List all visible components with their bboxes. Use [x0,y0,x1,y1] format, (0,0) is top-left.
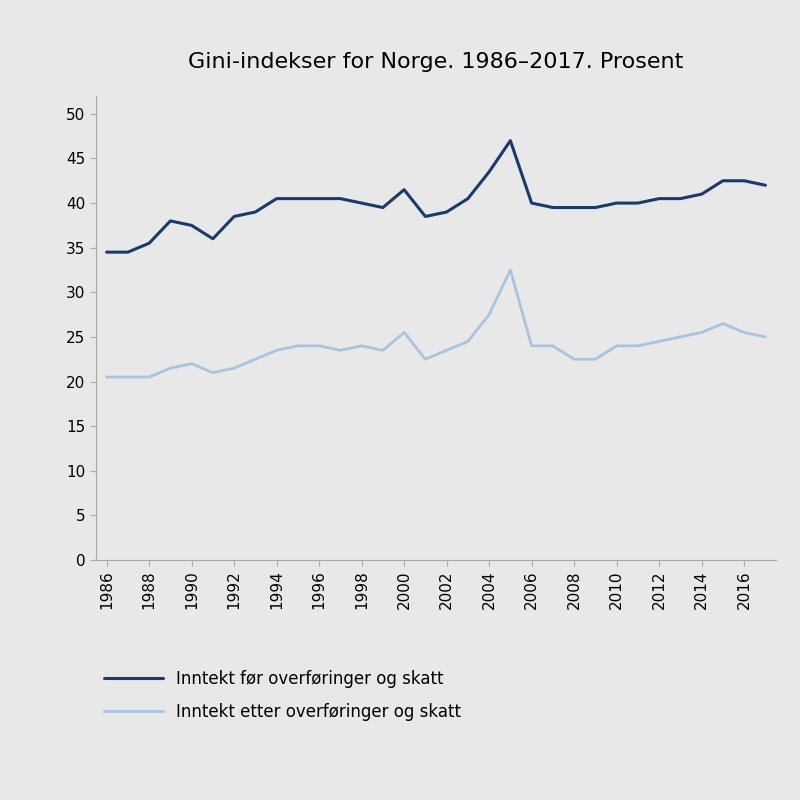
Inntekt etter overføringer og skatt [144,372,154,382]
Inntekt etter overføringer og skatt [506,266,515,275]
Title: Gini-indekser for Norge. 1986–2017. Prosent: Gini-indekser for Norge. 1986–2017. Pros… [188,52,684,72]
Inntekt før overføringer og skatt [739,176,749,186]
Inntekt etter overføringer og skatt [590,354,600,364]
Inntekt før overføringer og skatt [697,190,706,199]
Inntekt etter overføringer og skatt [123,372,133,382]
Inntekt før overføringer og skatt [272,194,282,203]
Inntekt etter overføringer og skatt [442,346,451,355]
Inntekt etter overføringer og skatt [166,363,175,373]
Inntekt etter overføringer og skatt [633,341,642,350]
Inntekt etter overføringer og skatt [272,346,282,355]
Inntekt før overføringer og skatt [102,247,111,257]
Inntekt etter overføringer og skatt [612,341,622,350]
Inntekt før overføringer og skatt [293,194,302,203]
Inntekt etter overføringer og skatt [675,332,685,342]
Inntekt før overføringer og skatt [484,167,494,177]
Inntekt etter overføringer og skatt [335,346,345,355]
Inntekt før overføringer og skatt [527,198,537,208]
Inntekt etter overføringer og skatt [527,341,537,350]
Inntekt etter overføringer og skatt [463,337,473,346]
Inntekt før overføringer og skatt [654,194,664,203]
Inntekt før overføringer og skatt [675,194,685,203]
Inntekt før overføringer og skatt [718,176,728,186]
Inntekt før overføringer og skatt [548,202,558,212]
Inntekt før overføringer og skatt [590,202,600,212]
Inntekt før overføringer og skatt [230,212,239,222]
Inntekt før overføringer og skatt [633,198,642,208]
Inntekt før overføringer og skatt [378,202,388,212]
Inntekt etter overføringer og skatt [739,328,749,338]
Inntekt etter overføringer og skatt [378,346,388,355]
Inntekt etter overføringer og skatt [314,341,324,350]
Inntekt før overføringer og skatt [442,207,451,217]
Inntekt før overføringer og skatt [123,247,133,257]
Inntekt etter overføringer og skatt [187,359,197,369]
Inntekt før overføringer og skatt [612,198,622,208]
Inntekt før overføringer og skatt [506,136,515,146]
Inntekt etter overføringer og skatt [697,328,706,338]
Inntekt etter overføringer og skatt [654,337,664,346]
Inntekt før overføringer og skatt [399,185,409,194]
Inntekt etter overføringer og skatt [421,354,430,364]
Inntekt etter overføringer og skatt [293,341,302,350]
Inntekt etter overføringer og skatt [399,328,409,338]
Inntekt før overføringer og skatt [761,181,770,190]
Inntekt før overføringer og skatt [166,216,175,226]
Inntekt før overføringer og skatt [335,194,345,203]
Inntekt etter overføringer og skatt [570,354,579,364]
Inntekt etter overføringer og skatt [357,341,366,350]
Inntekt før overføringer og skatt [463,194,473,203]
Inntekt etter overføringer og skatt [230,363,239,373]
Inntekt etter overføringer og skatt [102,372,111,382]
Line: Inntekt før overføringer og skatt: Inntekt før overføringer og skatt [106,141,766,252]
Inntekt etter overføringer og skatt [718,318,728,328]
Inntekt før overføringer og skatt [208,234,218,243]
Inntekt etter overføringer og skatt [250,354,260,364]
Inntekt før overføringer og skatt [144,238,154,248]
Inntekt før overføringer og skatt [187,221,197,230]
Line: Inntekt etter overføringer og skatt: Inntekt etter overføringer og skatt [106,270,766,377]
Inntekt før overføringer og skatt [357,198,366,208]
Inntekt etter overføringer og skatt [761,332,770,342]
Inntekt etter overføringer og skatt [484,310,494,319]
Inntekt før overføringer og skatt [421,212,430,222]
Inntekt etter overføringer og skatt [548,341,558,350]
Inntekt før overføringer og skatt [570,202,579,212]
Legend: Inntekt før overføringer og skatt, Inntekt etter overføringer og skatt: Inntekt før overføringer og skatt, Innte… [104,670,461,722]
Inntekt før overføringer og skatt [250,207,260,217]
Inntekt etter overføringer og skatt [208,368,218,378]
Inntekt før overføringer og skatt [314,194,324,203]
